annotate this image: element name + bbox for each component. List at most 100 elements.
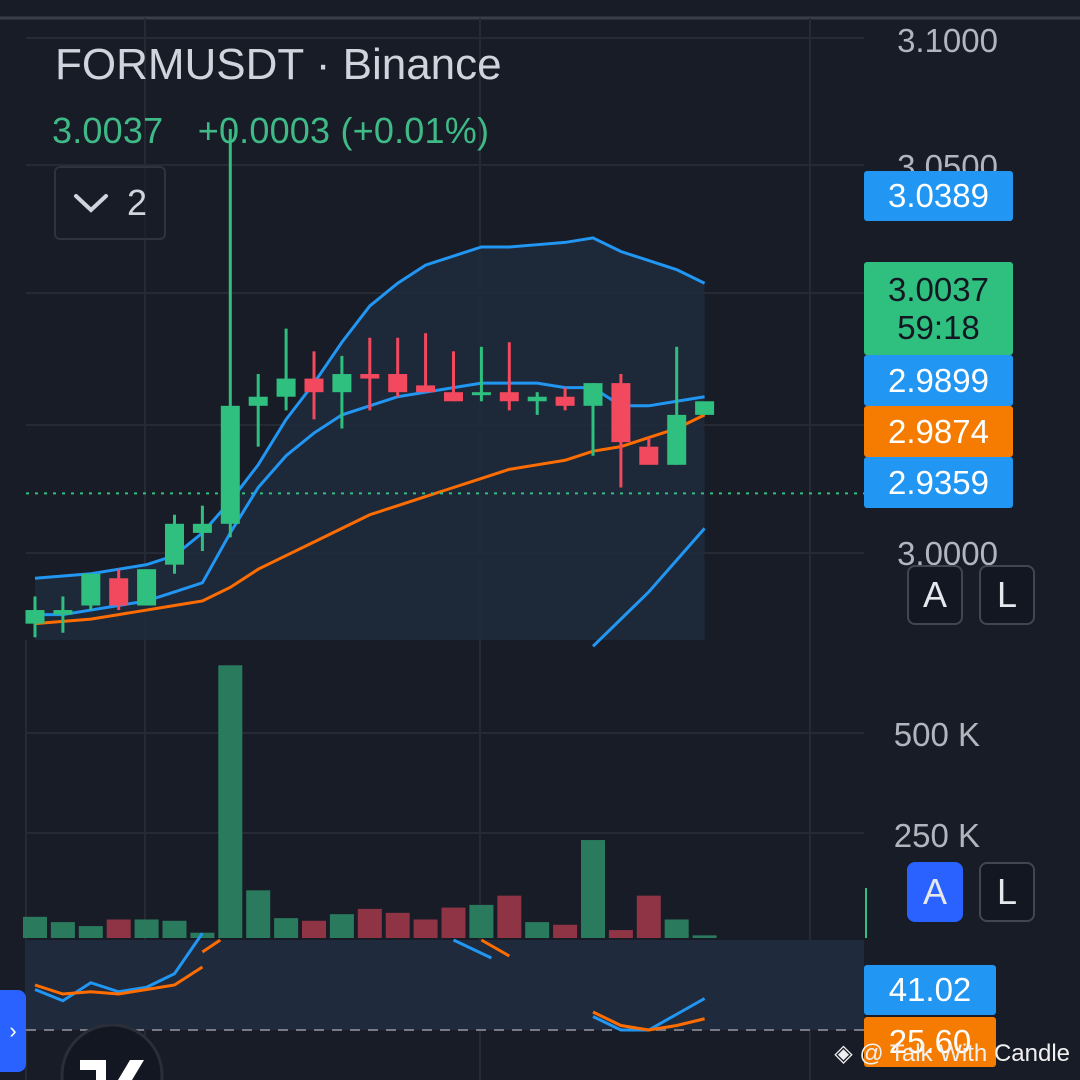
bollinger-upper-line (34, 236, 706, 580)
oscillator-d-line (592, 1010, 705, 1032)
chevron-right-icon: › (9, 1018, 17, 1043)
volume-tick-label: 500 K (894, 716, 980, 753)
oscillator-d-line (34, 965, 204, 996)
volume-tick-label: 250 K (894, 817, 980, 854)
chevron-down-icon (73, 194, 108, 213)
symbol-title: FORMUSDT · Binance (55, 40, 502, 89)
volume-bar (692, 935, 717, 938)
auto-scale-button[interactable]: A (907, 565, 963, 625)
candle[interactable] (165, 514, 184, 574)
candle-body (25, 610, 45, 624)
candle-countdown-label: 59:18 (897, 308, 980, 346)
candle[interactable] (555, 387, 575, 411)
price-tick-label: 3.1000 (897, 22, 998, 59)
volume-bar (636, 895, 661, 938)
volume-bar (469, 904, 494, 938)
candle[interactable] (499, 342, 519, 411)
candle-body (192, 523, 212, 533)
candle[interactable] (583, 383, 603, 456)
indicators-count: 2 (126, 182, 148, 223)
volume-bar (525, 922, 550, 938)
price-axis-label: 2.9899 (864, 355, 1013, 406)
candle-body (53, 610, 73, 615)
watermark: ◈ @ Talk With Candle (834, 1040, 1070, 1067)
candle-body (499, 392, 519, 402)
candle-body (611, 383, 631, 443)
volume-auto-scale-button[interactable]: A (907, 862, 963, 922)
volume-bar (441, 907, 466, 938)
candle[interactable] (667, 346, 687, 465)
volume-bar (329, 914, 354, 938)
candle[interactable] (304, 351, 324, 420)
candle[interactable] (471, 346, 491, 402)
volume-bar (78, 926, 103, 938)
price-axis-label: 2.9359 (864, 457, 1013, 508)
candle[interactable] (695, 401, 715, 415)
candle-body (360, 374, 380, 379)
volume-bar (106, 919, 131, 938)
volume-log-scale-button[interactable]: L (979, 862, 1035, 922)
log-scale-button[interactable]: L (979, 565, 1035, 625)
candle[interactable] (192, 505, 212, 552)
price-axis-label: 3.0037 59:18 (864, 262, 1013, 355)
candle[interactable] (53, 596, 73, 633)
candle-body (695, 401, 715, 415)
candle[interactable] (444, 351, 463, 402)
candle-body (416, 385, 436, 393)
volume-bar (134, 919, 159, 938)
candle-body (165, 523, 184, 565)
price-axis-label: 3.0389 (864, 171, 1013, 221)
volume-bar (50, 922, 75, 938)
volume-bar (23, 916, 47, 938)
candle[interactable] (388, 337, 408, 397)
volume-bar (302, 920, 326, 938)
candle[interactable] (360, 337, 380, 411)
candle-body (276, 378, 296, 397)
candle-body (444, 392, 463, 402)
candle[interactable] (137, 569, 157, 606)
price-change: +0.0003 (+0.01%) (197, 110, 490, 151)
candle[interactable] (332, 355, 352, 429)
candle-body (667, 414, 687, 465)
candle[interactable] (416, 333, 436, 393)
volume-bar (274, 918, 299, 938)
candle[interactable] (527, 392, 547, 415)
candle-body (639, 446, 659, 465)
oscillator-k-line (34, 932, 204, 1003)
price-axis-label: 2.9874 (864, 406, 1013, 457)
last-price: 3.0037 (52, 110, 164, 151)
candle-body (332, 374, 352, 393)
indicators-collapse-button[interactable]: 2 (54, 166, 166, 240)
volume-bar (664, 919, 689, 938)
candle-body (471, 392, 491, 396)
expand-panel-handle[interactable]: › (0, 990, 26, 1072)
candle-body (555, 396, 575, 406)
price-change-readout: 3.0037 +0.0003 (+0.01%) (52, 110, 489, 152)
volume-bar (385, 912, 410, 938)
volume-bar (553, 924, 578, 938)
last-price-label: 3.0037 (888, 270, 989, 308)
candle[interactable] (81, 573, 101, 611)
volume-bar (413, 919, 438, 938)
volume-bar (581, 840, 605, 938)
candle-body (583, 383, 603, 406)
candle-body (527, 396, 547, 402)
candle[interactable] (109, 569, 129, 611)
volume-bar (608, 930, 633, 938)
candle-body (388, 374, 408, 393)
candle[interactable] (25, 596, 45, 638)
candle[interactable] (248, 374, 268, 447)
volume-bar (162, 920, 187, 938)
oscillator-axis-label: 41.02 (864, 965, 996, 1015)
volume-bar (246, 890, 271, 938)
candle-body (109, 578, 129, 606)
candle[interactable] (611, 374, 631, 488)
oscillator-axis-label: 25.60 (864, 1017, 996, 1067)
candle-body (137, 569, 157, 606)
oscillator-d-line (480, 938, 511, 958)
candle[interactable] (276, 328, 296, 411)
volume-bar (218, 665, 243, 938)
volume-bar (497, 895, 522, 938)
candle[interactable] (639, 437, 659, 465)
oscillator-k-line (452, 938, 493, 960)
